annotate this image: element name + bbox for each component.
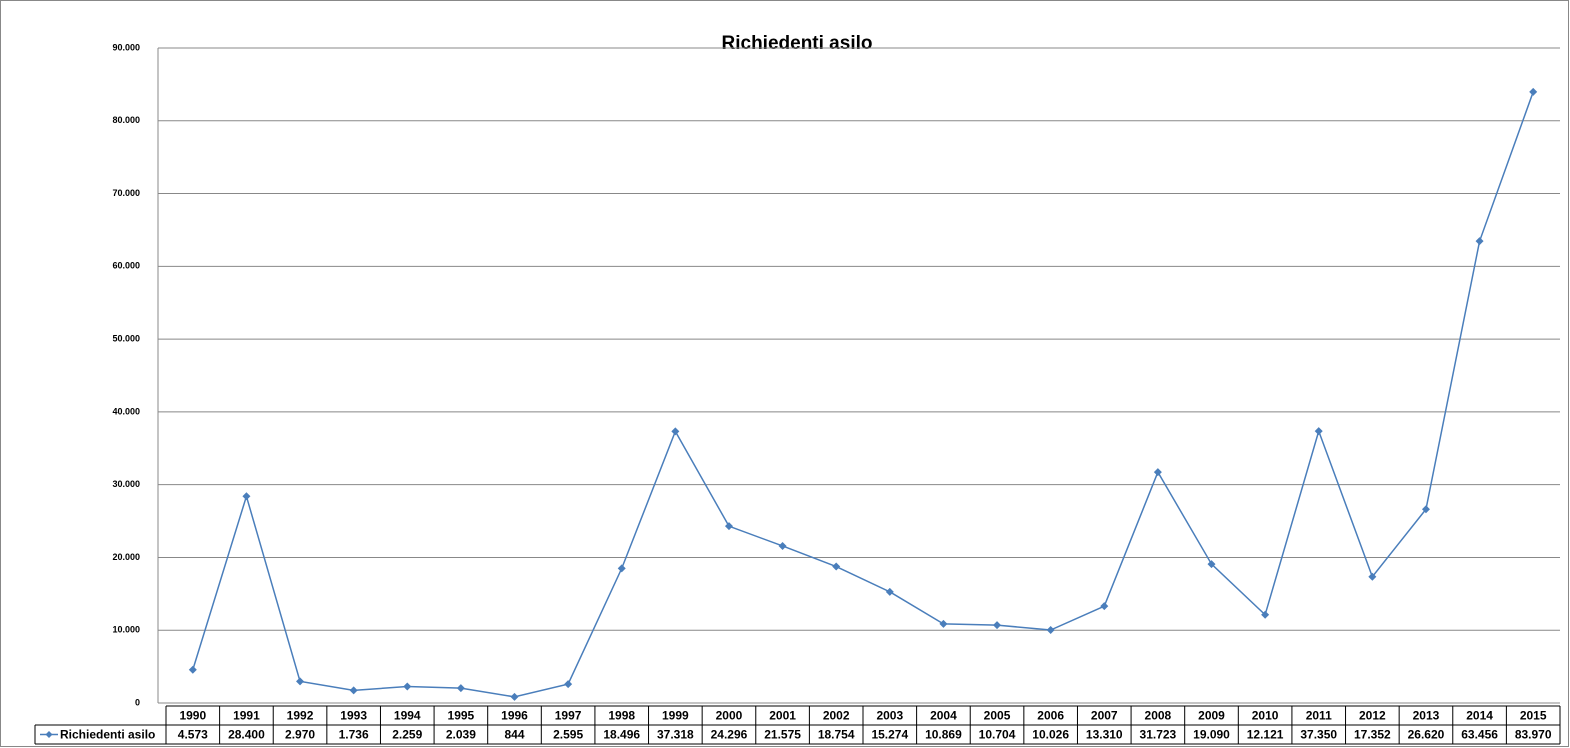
data-label: 19.090	[1193, 728, 1230, 742]
x-tick-label: 1999	[662, 709, 689, 723]
y-tick-label: 70.000	[112, 188, 140, 198]
y-tick-label: 10.000	[112, 625, 140, 635]
legend-marker	[45, 731, 53, 738]
data-point	[349, 686, 358, 695]
data-label: 2.595	[553, 728, 583, 742]
x-tick-label: 2015	[1520, 709, 1547, 723]
y-tick-label: 80.000	[112, 115, 140, 125]
x-tick-label: 1997	[555, 709, 582, 723]
data-point	[885, 587, 894, 596]
data-label: 4.573	[178, 728, 208, 742]
data-label: 2.259	[392, 728, 422, 742]
x-tick-label: 1990	[179, 709, 206, 723]
data-label: 10.704	[979, 728, 1016, 742]
data-label: 2.039	[446, 728, 476, 742]
data-label: 63.456	[1461, 728, 1498, 742]
data-label: 17.352	[1354, 728, 1391, 742]
data-point	[1046, 626, 1055, 635]
y-tick-label: 30.000	[112, 479, 140, 489]
x-tick-label: 1993	[340, 709, 367, 723]
data-point	[188, 665, 197, 674]
x-tick-label: 1992	[287, 709, 314, 723]
y-tick-label: 50.000	[112, 333, 140, 343]
x-tick-label: 2000	[716, 709, 743, 723]
data-label: 844	[504, 728, 524, 742]
data-point	[403, 682, 412, 691]
x-tick-label: 2014	[1466, 709, 1493, 723]
x-tick-label: 2002	[823, 709, 850, 723]
data-point	[724, 522, 733, 531]
x-tick-label: 1991	[233, 709, 260, 723]
data-point	[564, 680, 573, 689]
x-tick-label: 1996	[501, 709, 528, 723]
x-tick-label: 2008	[1145, 709, 1172, 723]
x-tick-label: 2004	[930, 709, 957, 723]
data-label: 24.296	[711, 728, 748, 742]
data-label: 10.869	[925, 728, 962, 742]
data-point	[242, 492, 251, 501]
data-label: 37.350	[1300, 728, 1337, 742]
x-tick-label: 2007	[1091, 709, 1118, 723]
data-label: 18.754	[818, 728, 855, 742]
data-label: 31.723	[1140, 728, 1177, 742]
data-point	[1207, 560, 1216, 569]
data-label: 10.026	[1032, 728, 1069, 742]
x-tick-label: 2001	[769, 709, 796, 723]
data-point	[1100, 602, 1109, 611]
data-label: 13.310	[1086, 728, 1123, 742]
data-point	[1368, 572, 1377, 581]
data-point	[1314, 427, 1323, 436]
data-point	[1421, 505, 1430, 514]
y-tick-label: 90.000	[112, 42, 140, 52]
data-point	[778, 541, 787, 550]
data-point	[832, 562, 841, 571]
x-tick-label: 2005	[984, 709, 1011, 723]
data-label: 21.575	[764, 728, 801, 742]
x-tick-label: 2012	[1359, 709, 1386, 723]
x-tick-label: 1995	[448, 709, 475, 723]
data-label: 1.736	[339, 728, 369, 742]
data-label: 83.970	[1515, 728, 1552, 742]
x-tick-label: 2009	[1198, 709, 1225, 723]
data-label: 12.121	[1247, 728, 1284, 742]
x-tick-label: 2011	[1306, 709, 1332, 723]
data-point	[1261, 610, 1270, 619]
x-tick-label: 1994	[394, 709, 421, 723]
chart-title: Richiedenti asilo	[722, 33, 873, 54]
y-tick-label: 0	[135, 697, 140, 707]
y-tick-label: 60.000	[112, 261, 140, 271]
data-label: 2.970	[285, 728, 315, 742]
data-point	[1153, 468, 1162, 477]
data-point	[510, 692, 519, 701]
data-point	[617, 564, 626, 573]
legend-label: Richiedenti asilo	[60, 728, 155, 742]
data-point	[1475, 237, 1484, 246]
y-tick-label: 40.000	[112, 406, 140, 416]
data-point	[456, 684, 465, 693]
data-point	[939, 619, 948, 628]
data-label: 18.496	[603, 728, 640, 742]
data-label: 15.274	[871, 728, 908, 742]
x-tick-label: 2003	[876, 709, 903, 723]
x-tick-label: 2006	[1037, 709, 1064, 723]
data-point	[296, 677, 305, 686]
data-line	[192, 91, 1534, 698]
x-tick-label: 1998	[608, 709, 635, 723]
data-label: 28.400	[228, 728, 265, 742]
y-tick-label: 20.000	[112, 552, 140, 562]
data-label: 26.620	[1408, 728, 1445, 742]
data-point	[1529, 87, 1538, 96]
x-tick-label: 2010	[1252, 709, 1279, 723]
data-point	[993, 621, 1002, 630]
data-label: 37.318	[657, 728, 694, 742]
data-point	[671, 427, 680, 436]
x-tick-label: 2013	[1413, 709, 1440, 723]
